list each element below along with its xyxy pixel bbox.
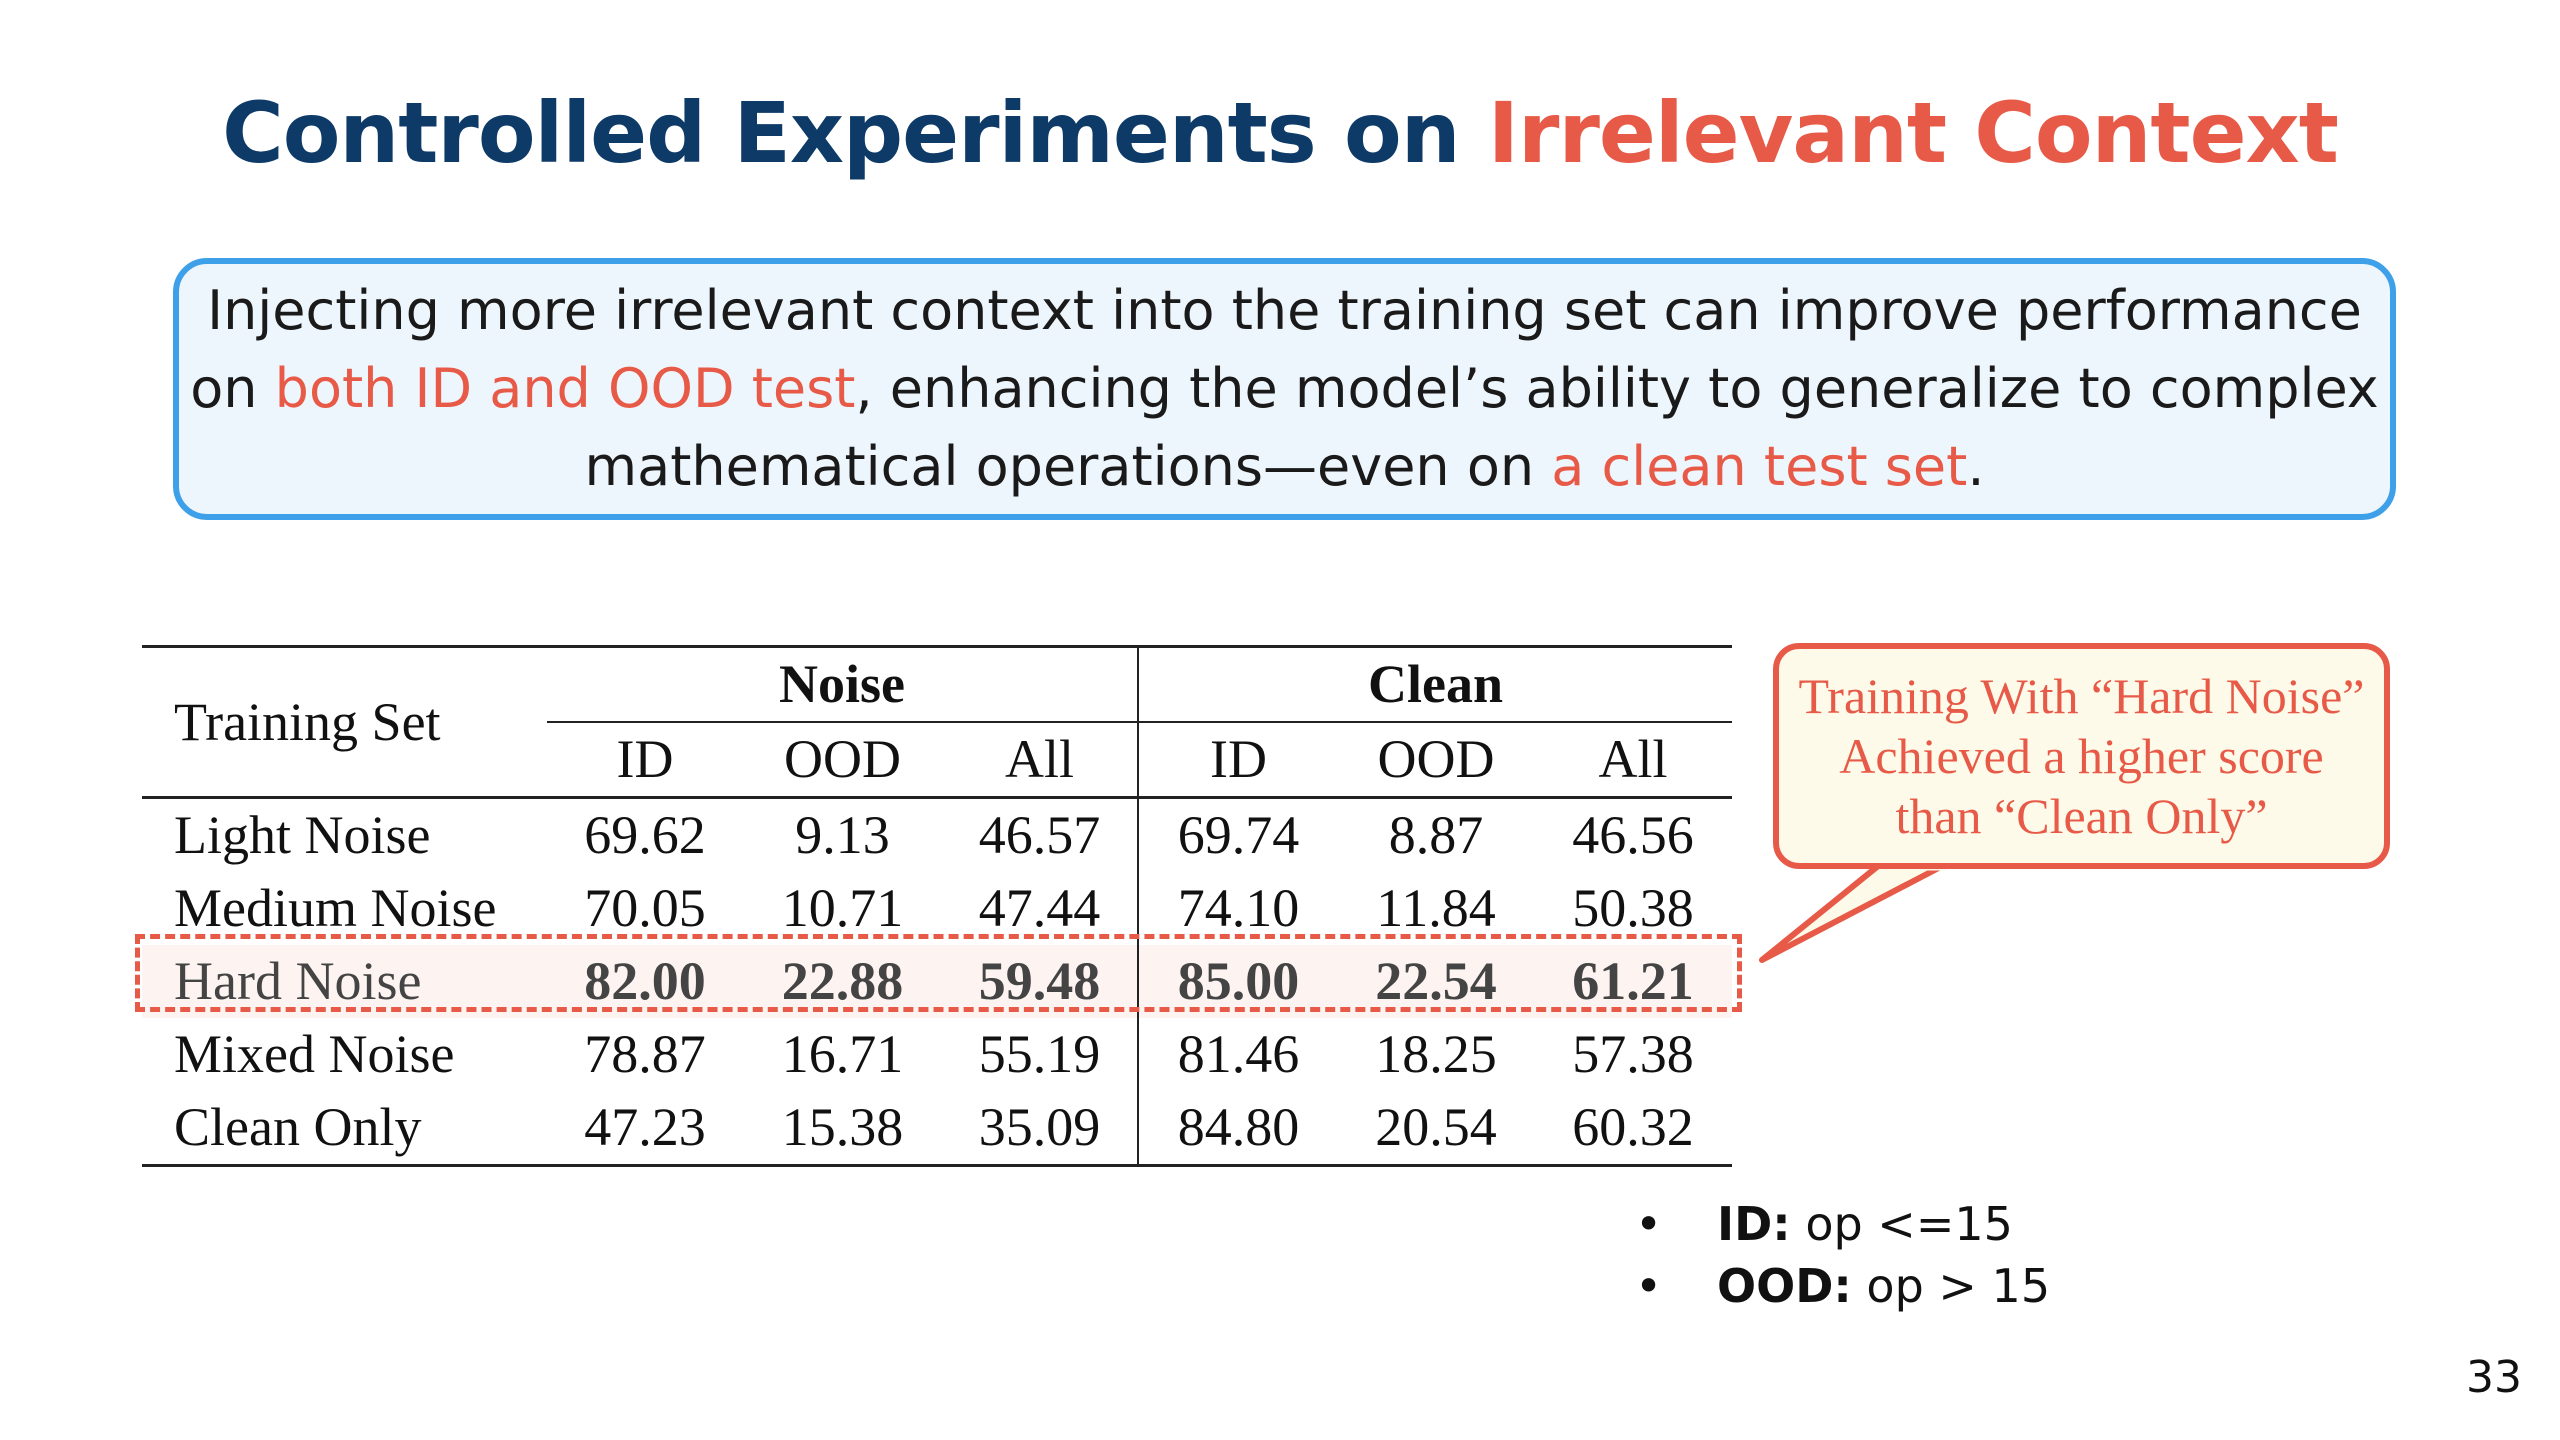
table-row-hard-noise: Hard Noise 82.00 22.88 59.48 85.00 22.54…: [142, 945, 1732, 1018]
note-desc: op > 15: [1851, 1259, 2051, 1313]
annotation-bubble: Training With “Hard Noise” Achieved a hi…: [1773, 643, 2390, 869]
cell-clean-id: 85.00: [1137, 945, 1338, 1018]
cell-noise-all: 59.48: [942, 945, 1138, 1018]
cell-clean-all: 60.32: [1534, 1091, 1732, 1167]
subheader-clean-ood: OOD: [1377, 729, 1495, 789]
note-term: ID:: [1717, 1197, 1791, 1251]
group-header-noise: Noise: [547, 645, 1138, 723]
table-row-light-noise: Light Noise 69.62 9.13 46.57 69.74 8.87 …: [142, 796, 1732, 872]
cell-noise-id: 47.23: [547, 1091, 743, 1167]
cell-noise-id: 82.00: [547, 945, 743, 1018]
title-highlight-text: Irrelevant Context: [1487, 84, 2339, 182]
table-row-mixed-noise: Mixed Noise 78.87 16.71 55.19 81.46 18.2…: [142, 1018, 1732, 1091]
annotation-bubble-text: Training With “Hard Noise” Achieved a hi…: [1798, 668, 2365, 844]
subheader-noise-ood: OOD: [784, 729, 901, 789]
slide-title: Controlled Experiments on Irrelevant Con…: [0, 78, 2560, 188]
subheader-noise-all: All: [1004, 729, 1074, 789]
cell-noise-ood: 10.71: [781, 878, 904, 938]
cell-clean-ood: 20.54: [1338, 1091, 1534, 1167]
cell-clean-ood: 22.54: [1338, 945, 1534, 1018]
subheader-clean-id: ID: [1137, 722, 1338, 798]
cell-noise-id: 70.05: [584, 878, 706, 938]
summary-callout: Injecting more irrelevant context into t…: [173, 258, 2396, 520]
subheader-noise-id: ID: [616, 729, 674, 789]
page-number: 33: [2466, 1352, 2522, 1403]
results-table: Training Set Noise Clean ID OOD All ID O…: [142, 645, 1732, 1167]
cell-clean-id: 81.46: [1137, 1018, 1338, 1091]
cell-clean-all: 61.21: [1534, 945, 1732, 1018]
summary-part-2: , enhancing the model’s ability to gener…: [584, 357, 2379, 498]
table-row-clean-only: Clean Only 47.23 15.38 35.09 84.80 20.54…: [142, 1091, 1732, 1167]
cell-noise-ood: 16.71: [781, 1024, 904, 1084]
table-group-header-row: Training Set Noise Clean: [142, 645, 1732, 798]
summary-highlight-2: a clean test set: [1551, 435, 1968, 498]
cell-clean-id: 69.74: [1137, 796, 1338, 872]
note-id: • ID: op <=15: [1635, 1193, 2050, 1255]
row-name: Medium Noise: [174, 878, 497, 938]
cell-clean-all: 46.56: [1534, 796, 1732, 872]
cell-clean-id: 74.10: [1137, 872, 1338, 945]
row-header-label: Training Set: [142, 645, 547, 798]
summary-highlight-1: both ID and OOD test: [274, 357, 856, 420]
row-name: Hard Noise: [142, 945, 547, 1018]
cell-clean-ood: 11.84: [1376, 878, 1496, 938]
cell-clean-all: 50.38: [1572, 878, 1694, 938]
cell-clean-id: 84.80: [1137, 1091, 1338, 1167]
subheader-clean-all: All: [1598, 729, 1668, 789]
cell-clean-all: 57.38: [1572, 1024, 1694, 1084]
cell-noise-all: 46.57: [942, 796, 1138, 872]
table-subheader-row: ID OOD All ID OOD All: [142, 722, 1732, 798]
cell-noise-ood: 15.38: [743, 1091, 942, 1167]
table-row-medium-noise: Medium Noise 70.05 10.71 47.44 74.10 11.…: [142, 872, 1732, 945]
bullet-icon: •: [1635, 1259, 1663, 1313]
cell-noise-ood: 22.88: [743, 945, 942, 1018]
cell-noise-id: 78.87: [584, 1024, 706, 1084]
summary-part-1: Injecting more irrelevant context into t…: [190, 279, 2362, 420]
cell-clean-ood: 8.87: [1338, 796, 1534, 872]
note-ood: • OOD: op > 15: [1635, 1255, 2050, 1317]
cell-noise-ood: 9.13: [743, 796, 942, 872]
legend-notes: • ID: op <=15 • OOD: op > 15: [1635, 1193, 2050, 1317]
bullet-icon: •: [1635, 1197, 1663, 1251]
row-name: Mixed Noise: [174, 1024, 455, 1084]
summary-part-3: .: [1967, 435, 1985, 498]
note-term: OOD:: [1717, 1259, 1852, 1313]
cell-clean-ood: 18.25: [1375, 1024, 1497, 1084]
cell-noise-all: 35.09: [942, 1091, 1138, 1167]
group-header-clean: Clean: [1137, 645, 1732, 723]
summary-text: Injecting more irrelevant context into t…: [179, 272, 2390, 506]
cell-noise-all: 47.44: [978, 878, 1101, 938]
row-name: Clean Only: [142, 1091, 547, 1167]
note-desc: op <=15: [1790, 1197, 2013, 1251]
cell-noise-all: 55.19: [978, 1024, 1101, 1084]
title-main-text: Controlled Experiments on: [222, 84, 1488, 182]
row-name: Light Noise: [142, 796, 547, 872]
cell-noise-id: 69.62: [547, 796, 743, 872]
